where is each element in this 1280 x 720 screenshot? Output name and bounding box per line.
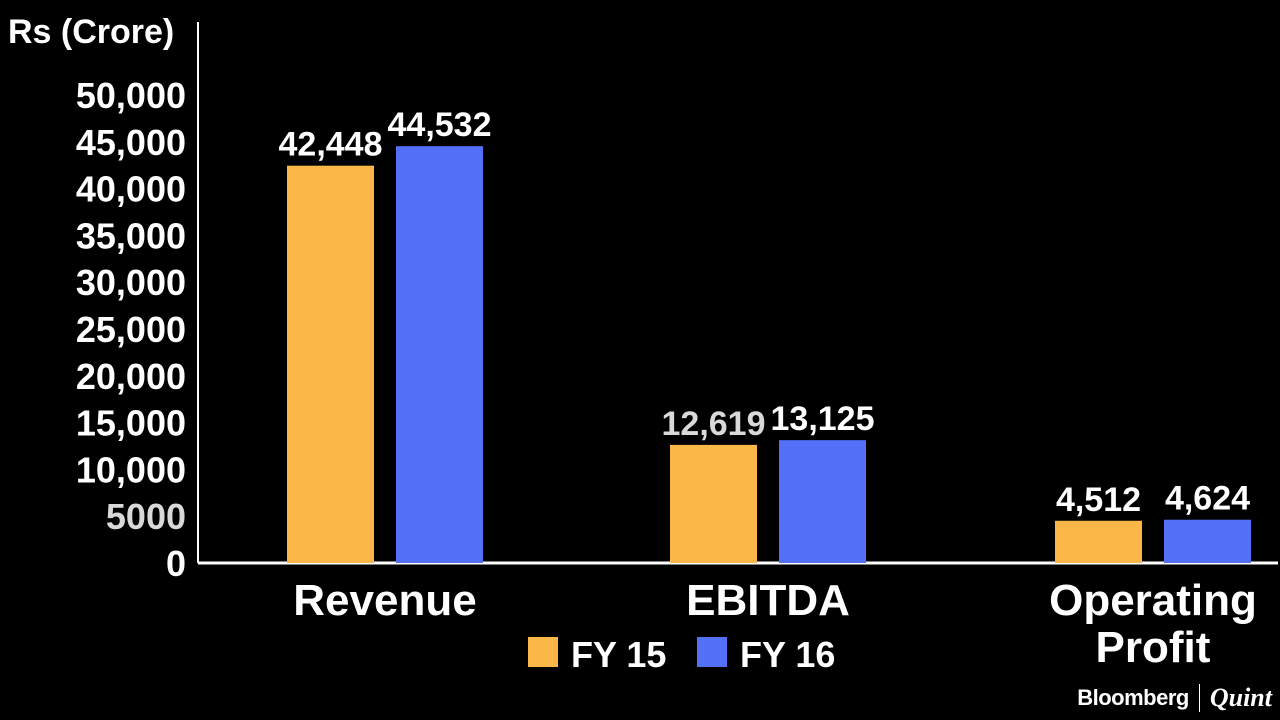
y-tick-label: 30,000	[76, 262, 186, 303]
category-label: Operating	[1049, 576, 1257, 625]
y-tick-label: 35,000	[76, 215, 186, 256]
bar-fy-15-revenue	[287, 165, 374, 564]
bar-fy-16-revenue	[396, 146, 483, 563]
brand-bloomberg: Bloomberg	[1077, 685, 1189, 710]
bars	[287, 146, 1251, 564]
bar-fy-16-ebitda	[779, 440, 866, 563]
bar-fy-15-operating-profit	[1055, 520, 1142, 563]
legend-swatch-fy-16	[697, 637, 727, 667]
brand-divider	[1198, 684, 1200, 712]
value-label: 4,512	[1056, 481, 1141, 519]
category-label: Profit	[1096, 623, 1211, 672]
y-axis-label: Rs (Crore)	[8, 13, 174, 51]
y-tick-label: 45,000	[76, 122, 186, 163]
legend-label: FY 15	[571, 634, 666, 675]
y-tick-label: 0	[166, 543, 186, 584]
brand-quint: Quint	[1209, 683, 1272, 712]
legend-label: FY 16	[740, 634, 835, 675]
value-label: 4,624	[1165, 480, 1250, 518]
value-label: 42,448	[279, 126, 383, 164]
y-tick-label: 10,000	[76, 449, 186, 490]
y-tick-label: 25,000	[76, 309, 186, 350]
brand-logo: Bloomberg Quint	[1077, 682, 1272, 714]
category-label: Revenue	[293, 576, 476, 625]
y-tick-label: 40,000	[76, 169, 186, 210]
category-label: EBITDA	[686, 576, 850, 625]
y-tick-label: 5000	[106, 496, 186, 537]
bar-fy-16-operating-profit	[1164, 519, 1251, 563]
value-label: 44,532	[388, 106, 492, 144]
y-axis-ticks: 0 5000 10,000 15,000 20,000 25,000 30,000 35,00…	[76, 75, 186, 584]
legend: FY 15 FY 16	[528, 634, 835, 675]
value-label: 13,125	[771, 400, 875, 438]
value-labels: 42,448 12,619 4,512 44,532 13,125 4,624	[279, 106, 1251, 519]
value-label: 12,619	[662, 405, 766, 443]
y-tick-label: 15,000	[76, 403, 186, 444]
bar-fy-15-ebitda	[670, 444, 757, 563]
y-tick-label: 50,000	[76, 75, 186, 116]
y-tick-label: 20,000	[76, 356, 186, 397]
legend-swatch-fy-15	[528, 637, 558, 667]
